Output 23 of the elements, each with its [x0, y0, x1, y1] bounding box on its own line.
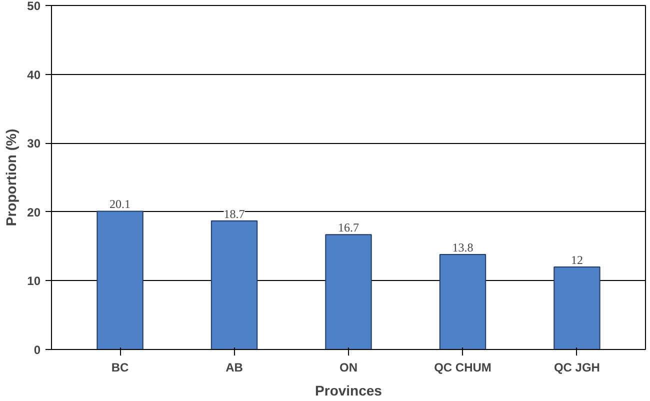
x-tick-label: QC CHUM [434, 360, 492, 374]
y-axis-title: Proportion (%) [3, 128, 20, 226]
y-tick-label: 10 [27, 274, 41, 288]
x-tick-label: AB [226, 360, 244, 374]
y-tick-label: 40 [27, 68, 41, 82]
x-tick-label: QC JGH [554, 360, 600, 374]
y-tick-label: 0 [34, 343, 41, 357]
bar [554, 266, 600, 350]
x-axis-title: Provinces [315, 382, 382, 398]
y-tick-label: 20 [27, 205, 41, 220]
bar [96, 210, 144, 350]
y-tick-label: 50 [27, 0, 41, 13]
data-label: 13.8 [452, 240, 474, 255]
bar [210, 220, 258, 350]
bar [325, 234, 372, 350]
x-tick-label: ON [340, 360, 358, 374]
data-label: 16.7 [338, 220, 359, 235]
bar [439, 254, 486, 350]
y-tick-label: 30 [27, 136, 41, 151]
x-tick-label: BC [111, 360, 130, 374]
data-label: 18.7 [224, 206, 245, 221]
data-label: 20.1 [110, 197, 131, 212]
data-label: 12 [570, 252, 583, 267]
